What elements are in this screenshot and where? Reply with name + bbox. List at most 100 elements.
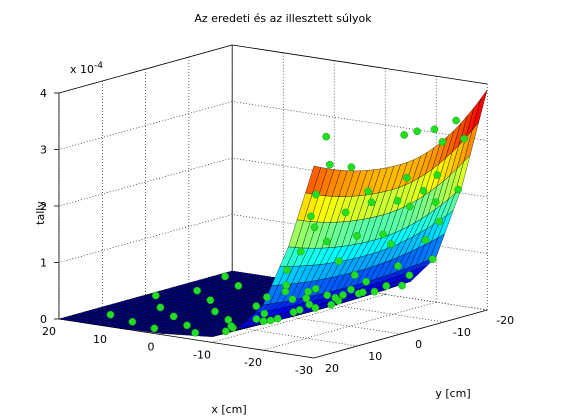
x-tick-label: -30 [295, 364, 313, 377]
data-point [193, 286, 201, 295]
data-point [347, 163, 356, 171]
data-point [428, 255, 437, 264]
data-point [296, 247, 305, 256]
data-point [263, 293, 271, 301]
z-tick-label: 2 [40, 200, 47, 213]
data-point [302, 294, 311, 303]
data-point [252, 302, 261, 310]
data-point [413, 127, 421, 136]
data-point [311, 304, 320, 312]
data-point [452, 116, 460, 125]
data-point [106, 310, 115, 319]
data-point [353, 232, 361, 240]
y-tick-label: 20 [325, 362, 339, 375]
data-point [327, 300, 336, 309]
data-point [382, 282, 391, 290]
surface [58, 89, 488, 337]
data-point [289, 308, 298, 316]
data-point [438, 138, 447, 146]
data-point [151, 291, 160, 300]
data-point [460, 134, 468, 143]
data-point [156, 303, 165, 312]
data-point [431, 198, 440, 206]
data-point [405, 202, 414, 211]
data-point [310, 223, 319, 232]
data-point [350, 271, 359, 279]
data-point [273, 314, 282, 323]
z-tick-label: 3 [40, 144, 47, 157]
y-tick-label: -10 [453, 326, 471, 339]
data-point [430, 125, 439, 134]
z-axis-label: tally [34, 201, 47, 225]
data-point [405, 271, 414, 280]
data-point [398, 281, 406, 290]
y-axis-label: y [cm] [435, 387, 470, 400]
data-point [307, 212, 315, 221]
data-point [266, 316, 275, 325]
data-point [260, 309, 269, 318]
data-point [305, 300, 314, 309]
z-tick-label: 0 [40, 313, 47, 326]
data-point [433, 171, 442, 179]
data-point [322, 132, 331, 141]
data-point [183, 321, 191, 330]
data-point [312, 190, 320, 199]
data-point [419, 186, 428, 195]
data-point [394, 262, 402, 270]
data-point [421, 236, 430, 244]
data-point [221, 272, 229, 281]
x-tick-label: 0 [148, 341, 155, 354]
data-point [150, 324, 159, 333]
data-point [169, 312, 178, 321]
data-point [227, 322, 236, 330]
axis-line [232, 44, 488, 85]
data-point [331, 293, 340, 302]
x-axis-label: x [cm] [211, 403, 246, 416]
data-point [387, 240, 395, 248]
data-point [358, 288, 367, 297]
data-point [393, 196, 402, 205]
z-exponent-label: x 10-4 [70, 61, 103, 76]
axis-line [313, 309, 488, 359]
data-point [311, 284, 320, 293]
data-point [370, 287, 379, 296]
data-point [347, 285, 355, 294]
y-tick-label: 0 [415, 338, 422, 351]
z-tick-label: 1 [40, 257, 47, 270]
data-point [400, 131, 409, 139]
x-tick-label: 10 [93, 333, 107, 346]
data-point [364, 187, 372, 196]
x-tick-label: -20 [244, 356, 262, 369]
data-point [341, 208, 350, 217]
data-point [224, 315, 233, 324]
data-point [435, 217, 444, 226]
data-point [322, 237, 331, 246]
x-tick-label: -10 [193, 348, 211, 361]
grid-line [188, 282, 444, 323]
data-point [454, 185, 462, 194]
axis-line [58, 44, 233, 94]
data-point [325, 160, 334, 169]
grid-line [232, 101, 488, 141]
grid-line [232, 214, 488, 254]
surface-patch [305, 165, 321, 195]
y-tick-label: -20 [496, 314, 514, 327]
tick-labels: 0 1 2 3 4 20 10 0 -10 -20 -30 -20 -10 0 10 20 [40, 87, 514, 377]
data-point [283, 266, 291, 274]
data-point [339, 291, 347, 299]
grid-line [102, 306, 358, 347]
data-point [288, 295, 297, 304]
grid-line [232, 270, 488, 311]
data-point [362, 277, 370, 286]
data-point [211, 307, 219, 316]
data-point [403, 173, 411, 182]
data-point [252, 315, 261, 323]
data-point [191, 328, 200, 337]
z-tick-label: 4 [40, 87, 47, 100]
chart-title: Az eredeti és az illesztett súlyok [194, 12, 372, 25]
data-point [367, 198, 376, 207]
data-point [281, 287, 290, 296]
data-point [259, 317, 268, 326]
data-points [106, 116, 468, 337]
